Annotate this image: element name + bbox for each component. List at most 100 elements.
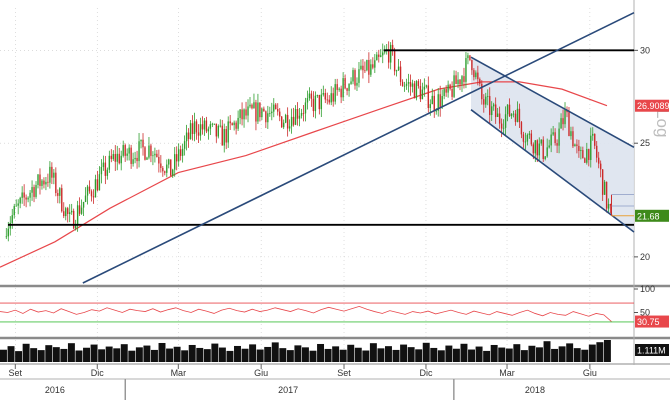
candle-body: [253, 102, 255, 109]
volume-bar: [15, 351, 23, 362]
candle-body: [9, 222, 11, 229]
candle-body: [544, 156, 546, 159]
candle-body: [590, 135, 592, 160]
candle-body: [546, 147, 548, 157]
candle-body: [346, 88, 348, 91]
candle-body: [372, 64, 374, 68]
candle-body: [164, 171, 166, 173]
candle-body: [471, 60, 473, 71]
candle-body: [69, 212, 71, 214]
candle-body: [296, 109, 299, 119]
candle-body: [63, 211, 65, 217]
candle-body: [530, 133, 533, 145]
candle-body: [13, 206, 15, 216]
candle-body: [23, 192, 25, 198]
candle-body: [290, 116, 293, 127]
candle-body: [498, 113, 501, 124]
candle-body: [320, 94, 323, 110]
candle-body: [292, 116, 295, 125]
candle-body: [233, 122, 235, 126]
moving-average-line: [0, 81, 608, 268]
candle-body: [70, 210, 73, 213]
volume-bar: [256, 349, 264, 362]
x-year-label: 2016: [45, 385, 65, 395]
candle-body: [134, 157, 136, 160]
candle-body: [443, 89, 445, 97]
volume-bar: [483, 350, 491, 362]
candle-body: [483, 99, 485, 105]
volume-bar: [324, 348, 332, 362]
candle-body: [526, 134, 529, 142]
candle-body: [306, 98, 309, 103]
candle-body: [502, 127, 505, 129]
candle-body: [174, 154, 176, 170]
candle-body: [98, 174, 101, 191]
candle-body: [207, 128, 210, 132]
candle-body: [592, 133, 594, 136]
candle-body: [578, 145, 580, 152]
candle-body: [61, 188, 63, 212]
candle-body: [382, 52, 384, 56]
candle-body: [243, 109, 245, 120]
candle-body: [201, 124, 204, 130]
candle-body: [479, 79, 481, 84]
candle-body: [47, 181, 49, 183]
candle-body: [354, 70, 356, 86]
candle-body: [183, 141, 186, 149]
candle-body: [221, 125, 223, 146]
candle-body: [489, 96, 491, 116]
volume-bar: [415, 349, 423, 362]
volume-bar: [392, 349, 400, 362]
candle-body: [518, 108, 521, 123]
candle-body: [150, 145, 152, 156]
candle-body: [447, 84, 449, 93]
candle-body: [284, 114, 287, 123]
candle-body: [39, 174, 41, 186]
volume-bar: [475, 346, 483, 362]
rsi-value-tag: 30.75: [637, 317, 660, 327]
candle-body: [172, 169, 174, 176]
candle-body: [43, 180, 45, 185]
candle-body: [144, 147, 146, 160]
candle-body: [142, 139, 144, 148]
candle-body: [154, 153, 156, 156]
candle-body: [605, 181, 608, 209]
candle-body: [330, 93, 332, 103]
candle-body: [205, 120, 208, 132]
volume-bar: [301, 347, 309, 362]
candle-body: [344, 78, 346, 89]
candle-body: [467, 55, 469, 59]
candle-body: [542, 139, 544, 159]
candle-body: [449, 84, 451, 89]
candle-body: [237, 117, 239, 129]
candle-body: [37, 174, 39, 186]
candle-body: [552, 132, 554, 135]
candle-body: [481, 83, 483, 100]
candle-body: [393, 50, 396, 72]
volume-bar: [98, 349, 106, 362]
candle-body: [271, 111, 273, 114]
candle-body: [506, 104, 509, 115]
candle-body: [445, 89, 447, 93]
candle-body: [431, 95, 433, 105]
volume-bar: [196, 347, 204, 362]
candle-body: [417, 81, 420, 87]
candle-body: [534, 140, 536, 154]
volume-bar: [520, 350, 528, 362]
candle-body: [554, 132, 556, 144]
candle-body: [487, 96, 489, 97]
candle-body: [181, 148, 184, 156]
volume-bar: [105, 346, 113, 362]
volume-bar: [566, 343, 574, 362]
volume-bar: [528, 345, 536, 362]
candle-body: [532, 144, 535, 154]
candle-body: [263, 108, 265, 112]
x-month-label: Mar: [171, 368, 187, 378]
volume-bar: [551, 348, 559, 362]
candle-body: [362, 65, 364, 71]
candle-body: [576, 144, 578, 146]
candle-body: [261, 108, 263, 118]
candle-body: [179, 149, 182, 156]
candle-body: [504, 114, 507, 128]
candle-body: [413, 83, 416, 99]
